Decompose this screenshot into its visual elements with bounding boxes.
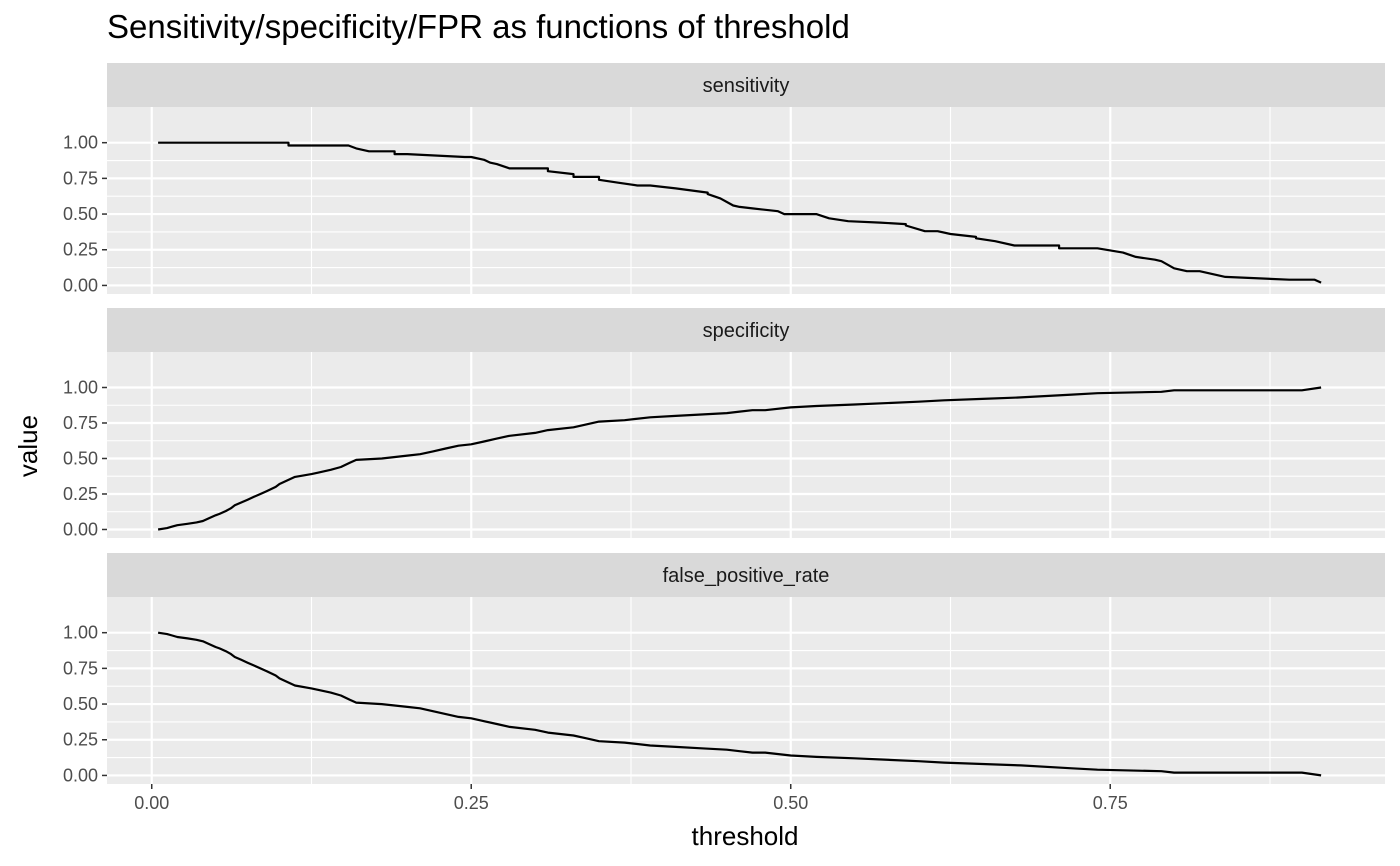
facet-strip-label: false_positive_rate [663, 565, 830, 587]
y-tick-label: 0.75 [63, 168, 98, 188]
y-tick-label: 0.25 [63, 484, 98, 504]
x-tick-label: 0.75 [1093, 793, 1128, 813]
y-tick-label: 1.00 [63, 133, 98, 153]
facet-strip [107, 63, 1385, 107]
facet-strip-label: sensitivity [703, 75, 790, 97]
panel-background [107, 107, 1385, 294]
y-tick-label: 0.75 [63, 658, 98, 678]
facet-strip [107, 308, 1385, 352]
x-axis-title: threshold [692, 821, 799, 851]
x-tick-label: 0.00 [134, 793, 169, 813]
y-tick-label: 0.75 [63, 413, 98, 433]
x-tick-label: 0.25 [454, 793, 489, 813]
y-tick-label: 0.50 [63, 448, 98, 468]
y-tick-label: 0.25 [63, 730, 98, 750]
y-tick-label: 0.00 [63, 519, 98, 539]
y-tick-label: 0.00 [63, 765, 98, 785]
facet-panel-sensitivity: sensitivity 0.00 0.25 0.50 0.75 1.00 [63, 63, 1385, 295]
x-axis: 0.00 0.25 0.50 0.75 [134, 784, 1128, 813]
y-tick-label: 0.50 [63, 694, 98, 714]
y-tick-label: 1.00 [63, 623, 98, 643]
facet-strip-label: specificity [703, 320, 790, 342]
panel-background [107, 597, 1385, 784]
panel-background [107, 352, 1385, 538]
y-axis-title: value [13, 415, 43, 477]
series-line-sensitivity [158, 141, 1322, 284]
series-line-false_positive_rate [157, 631, 1322, 777]
y-tick-label: 0.25 [63, 240, 98, 260]
y-tick-label: 0.50 [63, 204, 98, 224]
series-line-specificity [157, 386, 1322, 531]
facet-panel-false_positive_rate: false_positive_rate 0.00 0.25 0.50 0.75 1.00 [63, 553, 1385, 785]
y-tick-label: 0.00 [63, 275, 98, 295]
facet-strip [107, 553, 1385, 597]
facet-panel-specificity: specificity 0.00 0.25 0.50 0.75 1.00 [63, 308, 1385, 539]
y-tick-label: 1.00 [63, 377, 98, 397]
facets-layer: sensitivity0.000.250.500.751.00specifici… [63, 63, 1385, 785]
x-tick-label: 0.50 [773, 793, 808, 813]
chart-title: Sensitivity/specificity/FPR as functions… [107, 8, 850, 45]
